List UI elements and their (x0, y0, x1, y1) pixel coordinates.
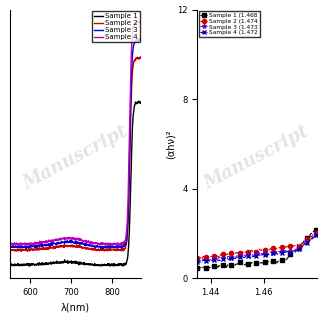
Text: Manuscript: Manuscript (202, 122, 313, 193)
Sample 4 (1.472 (315, 232, 319, 236)
Sample 3 (70, 240, 74, 244)
Sample 1 (139, 101, 143, 105)
Line: Sample 1: Sample 1 (10, 101, 141, 266)
Sample 3 (1.473 (310, 236, 314, 240)
Sample 4 (1.472 (268, 253, 272, 257)
Sample 3 (71, 240, 75, 244)
Sample 3 (8, 244, 12, 248)
Sample 2 (8, 247, 12, 251)
Sample 1 (138, 100, 141, 103)
Sample 3 (1.473 (314, 233, 317, 237)
Sample 2 (1.474 (197, 257, 201, 260)
Sample 2 (1.474 (310, 234, 314, 238)
Sample 3 (86, 243, 90, 247)
Sample 1 (1.468 (268, 259, 272, 263)
Line: Sample 3 (1.473: Sample 3 (1.473 (195, 233, 319, 263)
X-axis label: λ(nm): λ(nm) (61, 303, 90, 313)
Sample 4 (137, 20, 141, 24)
Sample 3 (1.473 (196, 258, 199, 262)
Sample 3 (139, 38, 143, 42)
Sample 3 (137, 37, 141, 41)
Sample 2 (1.474 (258, 248, 262, 252)
Sample 4 (1.472 (307, 240, 310, 244)
Line: Sample 2: Sample 2 (10, 57, 141, 252)
Sample 1 (108, 264, 112, 268)
Sample 3 (79, 241, 83, 245)
Sample 4 (1.472 (224, 257, 228, 261)
Line: Sample 4 (1.472: Sample 4 (1.472 (195, 232, 319, 265)
Sample 4 (1.472 (196, 260, 199, 263)
Line: Sample 3: Sample 3 (10, 39, 141, 249)
Sample 1 (86, 262, 90, 266)
Sample 2 (1.474 (224, 252, 228, 256)
Sample 2 (70, 243, 74, 247)
Line: Sample 1 (1.468: Sample 1 (1.468 (195, 226, 319, 271)
Sample 3 (1.473 (315, 233, 319, 237)
Sample 4 (1.472 (258, 253, 262, 257)
Sample 1 (1.468 (200, 267, 204, 270)
Sample 1 (1.468 (220, 264, 223, 268)
Sample 3 (1.473 (220, 256, 223, 260)
Sample 1 (8, 262, 12, 266)
Sample 2 (1.474 (315, 230, 319, 234)
Sample 4 (79, 237, 83, 241)
Sample 4 (116, 241, 119, 245)
Sample 4 (139, 21, 143, 25)
Sample 2 (19, 250, 23, 253)
Sample 4 (136, 21, 140, 25)
Sample 2 (1.474 (196, 256, 199, 260)
Sample 1 (71, 261, 75, 265)
Sample 1 (136, 100, 140, 103)
Sample 3 (1.473 (224, 256, 228, 260)
Sample 1 (79, 260, 83, 264)
Sample 1 (1.468 (258, 261, 262, 265)
Sample 1 (1.468 (307, 235, 310, 238)
Sample 3 (24, 247, 28, 251)
Legend: Sample 1, Sample 2, Sample 3, Sample 4: Sample 1, Sample 2, Sample 3, Sample 4 (92, 11, 140, 42)
Line: Sample 2 (1.474: Sample 2 (1.474 (195, 229, 319, 261)
Sample 3 (1.473 (258, 253, 262, 257)
Sample 2 (1.474 (268, 248, 272, 252)
Sample 2 (139, 56, 143, 60)
Text: Manuscript: Manuscript (20, 122, 131, 193)
Legend: Sample 1 (1.468, Sample 2 (1.474, Sample 3 (1.473, Sample 4 (1.472: Sample 1 (1.468, Sample 2 (1.474, Sample… (198, 11, 260, 37)
Sample 2 (116, 248, 119, 252)
Sample 4 (18, 244, 22, 248)
Sample 3 (1.473 (307, 239, 310, 243)
Sample 2 (79, 245, 83, 249)
Sample 3 (1.473 (199, 260, 203, 263)
Sample 4 (1.472 (220, 257, 223, 261)
Sample 1 (1.468 (310, 231, 314, 235)
Sample 4 (8, 242, 12, 245)
Y-axis label: (αhν)²: (αhν)² (166, 129, 176, 159)
Sample 1 (116, 262, 119, 266)
Sample 1 (1.468 (196, 266, 199, 270)
Sample 4 (1.472 (197, 261, 201, 265)
Sample 2 (136, 56, 140, 60)
Sample 2 (71, 245, 75, 249)
Sample 4 (71, 237, 75, 241)
Sample 2 (1.474 (220, 252, 223, 255)
Sample 2 (138, 55, 142, 59)
Sample 3 (116, 244, 119, 248)
Sample 2 (86, 247, 90, 251)
Sample 3 (1.473 (268, 250, 272, 254)
Sample 4 (70, 236, 74, 240)
Sample 1 (1.468 (224, 265, 228, 269)
Sample 3 (136, 39, 140, 43)
Line: Sample 4: Sample 4 (10, 22, 141, 246)
Sample 1 (70, 260, 74, 264)
Sample 2 (1.474 (307, 236, 310, 239)
Sample 1 (1.468 (315, 226, 319, 229)
Sample 4 (86, 239, 90, 243)
Sample 4 (1.472 (310, 237, 314, 241)
